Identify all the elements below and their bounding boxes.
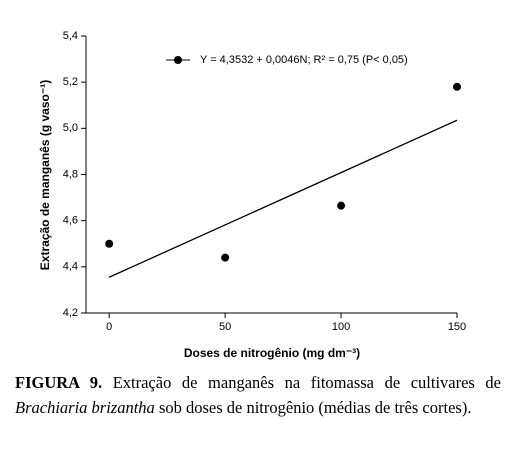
y-tick-label: 4,2 bbox=[63, 307, 78, 319]
y-tick-label: 4,8 bbox=[63, 168, 78, 180]
caption-text: Extração de manganês na fitomassa de cul… bbox=[112, 373, 501, 392]
trend-line bbox=[108, 119, 458, 278]
x-tick-label: 150 bbox=[448, 321, 466, 333]
y-tick-label: 5,0 bbox=[63, 122, 78, 134]
y-tick-label: 4,6 bbox=[63, 215, 78, 227]
y-tick-label: 5,4 bbox=[63, 30, 78, 42]
legend-marker bbox=[174, 56, 182, 64]
y-tick-label: 5,2 bbox=[63, 76, 78, 88]
caption: FIGURA 9. Extração de manganês na fitoma… bbox=[15, 370, 501, 420]
x-tick-label: 50 bbox=[219, 321, 231, 333]
point bbox=[105, 239, 114, 248]
caption-text-end: sob doses de nitrogênio (médias de três … bbox=[158, 398, 472, 417]
legend-text: Y = 4,3532 + 0,0046N; R² = 0,75 (P< 0,05… bbox=[200, 54, 408, 66]
chart: Extração de manganês (g vaso⁻¹) Doses de… bbox=[38, 30, 466, 360]
point bbox=[453, 82, 461, 91]
caption-label: FIGURA 9. bbox=[15, 373, 103, 392]
caption-species: Brachiaria brizantha bbox=[15, 398, 155, 417]
point bbox=[337, 201, 346, 210]
point bbox=[221, 253, 230, 262]
x-tick-label: 0 bbox=[106, 321, 112, 333]
y-axis-title: Extração de manganês (g vaso⁻¹) bbox=[38, 80, 52, 270]
x-axis-title: Doses de nitrogênio (mg dm⁻³) bbox=[184, 346, 360, 360]
x-tick-label: 100 bbox=[332, 321, 350, 333]
y-tick-label: 4,4 bbox=[63, 261, 78, 273]
